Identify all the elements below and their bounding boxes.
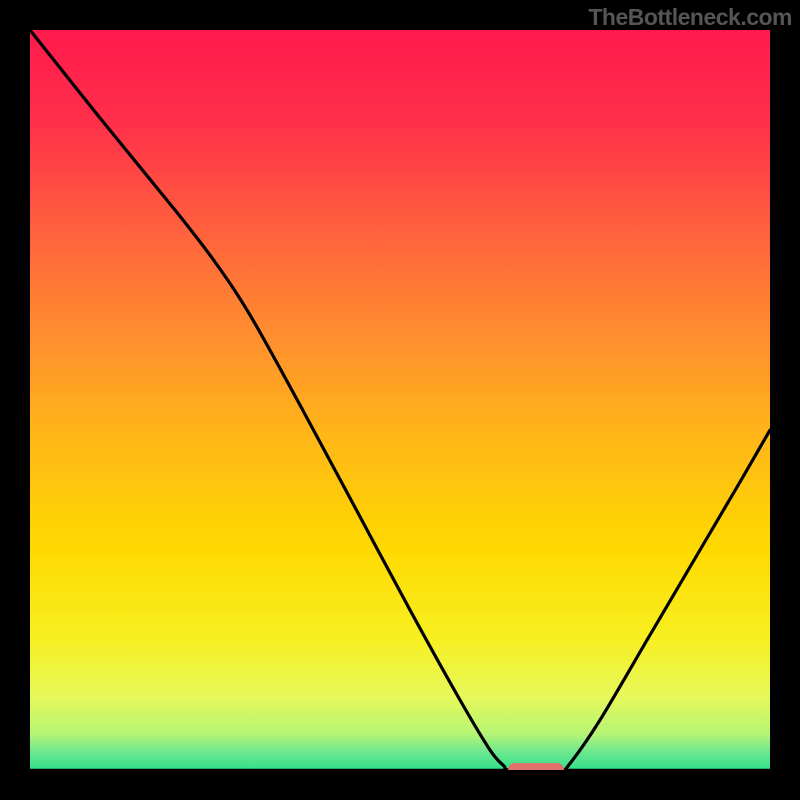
bottleneck-chart bbox=[0, 0, 800, 800]
chart-container: TheBottleneck.com bbox=[0, 0, 800, 800]
watermark-text: TheBottleneck.com bbox=[588, 4, 792, 31]
plot-gradient-background bbox=[30, 30, 770, 770]
